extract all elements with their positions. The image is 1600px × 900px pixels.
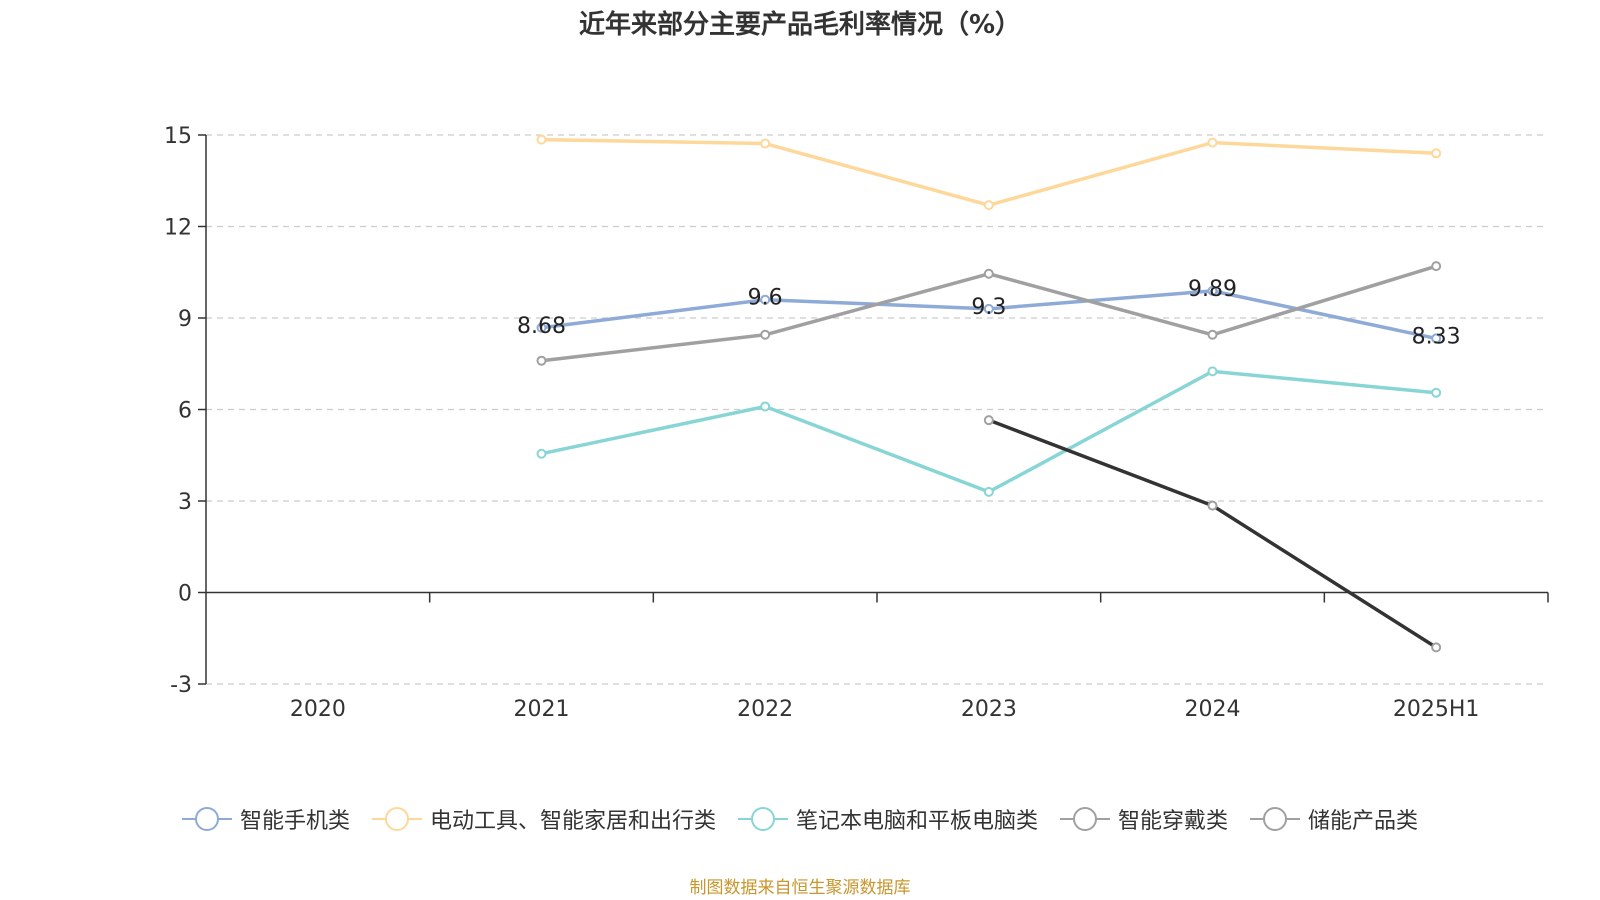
legend-item[interactable]: 电动工具、智能家居和出行类 <box>371 803 716 835</box>
legend-item[interactable]: 智能手机类 <box>181 803 350 835</box>
y-tick-label: 6 <box>178 399 192 424</box>
data-point <box>983 200 994 211</box>
y-tick-label: -3 <box>170 673 192 698</box>
x-tick-label: 2023 <box>961 697 1017 722</box>
series-markers <box>536 134 1442 653</box>
data-point <box>983 415 994 426</box>
x-tick-label: 2021 <box>514 697 570 722</box>
data-point <box>1207 285 1218 296</box>
data-point <box>536 322 547 333</box>
legend-swatch-icon <box>1250 807 1301 831</box>
grid-lines <box>206 134 1548 685</box>
data-point <box>1431 387 1442 398</box>
legend-item[interactable]: 储能产品类 <box>1250 803 1418 835</box>
chart-title: 近年来部分主要产品毛利率情况（%） <box>578 10 1022 40</box>
data-point <box>536 448 547 459</box>
data-point <box>760 294 771 305</box>
x-tick-label: 2024 <box>1185 697 1241 722</box>
series-line <box>541 369 1437 494</box>
data-label: 9.3 <box>971 295 1006 320</box>
series-line <box>541 137 1437 207</box>
data-point <box>760 138 771 149</box>
legend-label: 储能产品类 <box>1308 809 1419 834</box>
legend-label: 电动工具、智能家居和出行类 <box>429 809 716 834</box>
x-tick-label: 2022 <box>737 697 793 722</box>
data-point <box>536 134 547 145</box>
source-note: 制图数据来自恒生聚源数据库 <box>689 878 911 898</box>
legend: 智能手机类 电动工具、智能家居和出行类 笔记本电脑和平板电脑类 智能穿戴类 储能产品类 <box>0 803 1600 835</box>
legend-label: 智能穿戴类 <box>1118 809 1229 834</box>
series-lines <box>541 137 1438 649</box>
data-label: 8.33 <box>1412 324 1461 349</box>
legend-swatch-icon <box>737 807 788 831</box>
y-tick-label: 3 <box>178 490 192 515</box>
data-label: 9.6 <box>748 286 783 311</box>
legend-swatch-icon <box>181 807 232 831</box>
data-label: 8.68 <box>517 314 566 339</box>
data-point <box>1431 333 1442 344</box>
y-tick-label: 0 <box>178 582 192 607</box>
data-point <box>1431 148 1442 159</box>
legend-label: 智能手机类 <box>239 809 350 834</box>
data-label: 9.89 <box>1188 277 1237 302</box>
data-point <box>1431 261 1442 272</box>
x-tick-label: 2020 <box>290 697 346 722</box>
legend-swatch-icon <box>1060 807 1110 831</box>
data-point <box>536 355 547 366</box>
legend-swatch-icon <box>371 807 422 831</box>
data-point <box>1207 366 1218 377</box>
y-tick-label: 12 <box>164 216 192 241</box>
data-point <box>760 401 771 412</box>
data-point <box>983 486 994 497</box>
y-tick-label: 15 <box>164 124 192 149</box>
y-tick-label: 9 <box>178 307 192 332</box>
data-point <box>760 329 771 340</box>
legend-item[interactable]: 笔记本电脑和平板电脑类 <box>737 803 1038 835</box>
axes: -3 0 3 6 9 12 15 2020 2021 2022 2023 2024 2025H1 <box>164 124 1549 722</box>
data-point <box>1207 500 1218 511</box>
data-point <box>1207 137 1218 148</box>
x-tick-label: 2025H1 <box>1393 697 1480 722</box>
data-labels: 8.68 9.6 9.3 9.89 8.33 <box>517 277 1461 350</box>
legend-item[interactable]: 智能穿戴类 <box>1060 803 1228 835</box>
data-point <box>983 303 994 314</box>
legend-label: 笔记本电脑和平板电脑类 <box>795 809 1038 834</box>
data-point <box>1207 329 1218 340</box>
data-point <box>983 268 994 279</box>
data-point <box>1431 642 1442 653</box>
